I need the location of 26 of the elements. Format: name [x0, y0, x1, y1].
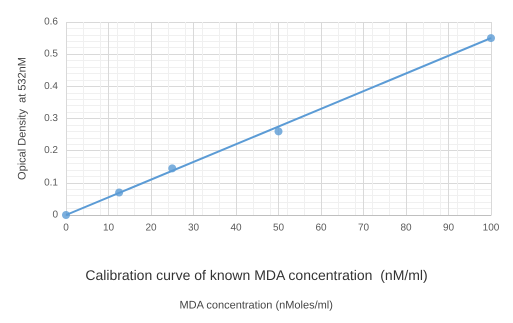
x-tick-label: 10: [102, 222, 114, 234]
x-tick-label: 0: [63, 222, 70, 234]
y-tick-label: 0.4: [44, 80, 58, 92]
y-tick-label: 0.5: [44, 48, 58, 60]
y-tick-label: 0.1: [44, 177, 58, 188]
y-axis-title: Opical Density at 532nM: [16, 57, 28, 180]
x-tick-label: 50: [272, 222, 284, 234]
x-tick-label: 60: [315, 222, 327, 234]
x-tick-label: 30: [188, 222, 200, 234]
y-tick-label: 0.6: [44, 16, 58, 28]
point: [115, 188, 124, 196]
x-tick-label: 90: [442, 222, 454, 234]
x-tick-label: 40: [230, 222, 242, 234]
x-tick-label: 70: [358, 222, 370, 234]
x-tick-label: 100: [482, 222, 500, 234]
text: MDA concentration (nMoles/ml): [179, 300, 333, 312]
point: [168, 164, 176, 172]
text: Calibration curve of known MDA concentration (nM/ml): [85, 267, 428, 283]
x-tick-label: 80: [400, 222, 412, 234]
y-tick-label: 0.3: [44, 113, 58, 124]
y-tick-label: 0.2: [44, 145, 58, 156]
point: [274, 127, 282, 136]
y-tick-label: 0: [52, 210, 58, 220]
point: [487, 34, 495, 42]
point: [62, 211, 70, 219]
x-tick-label: 20: [145, 222, 157, 234]
